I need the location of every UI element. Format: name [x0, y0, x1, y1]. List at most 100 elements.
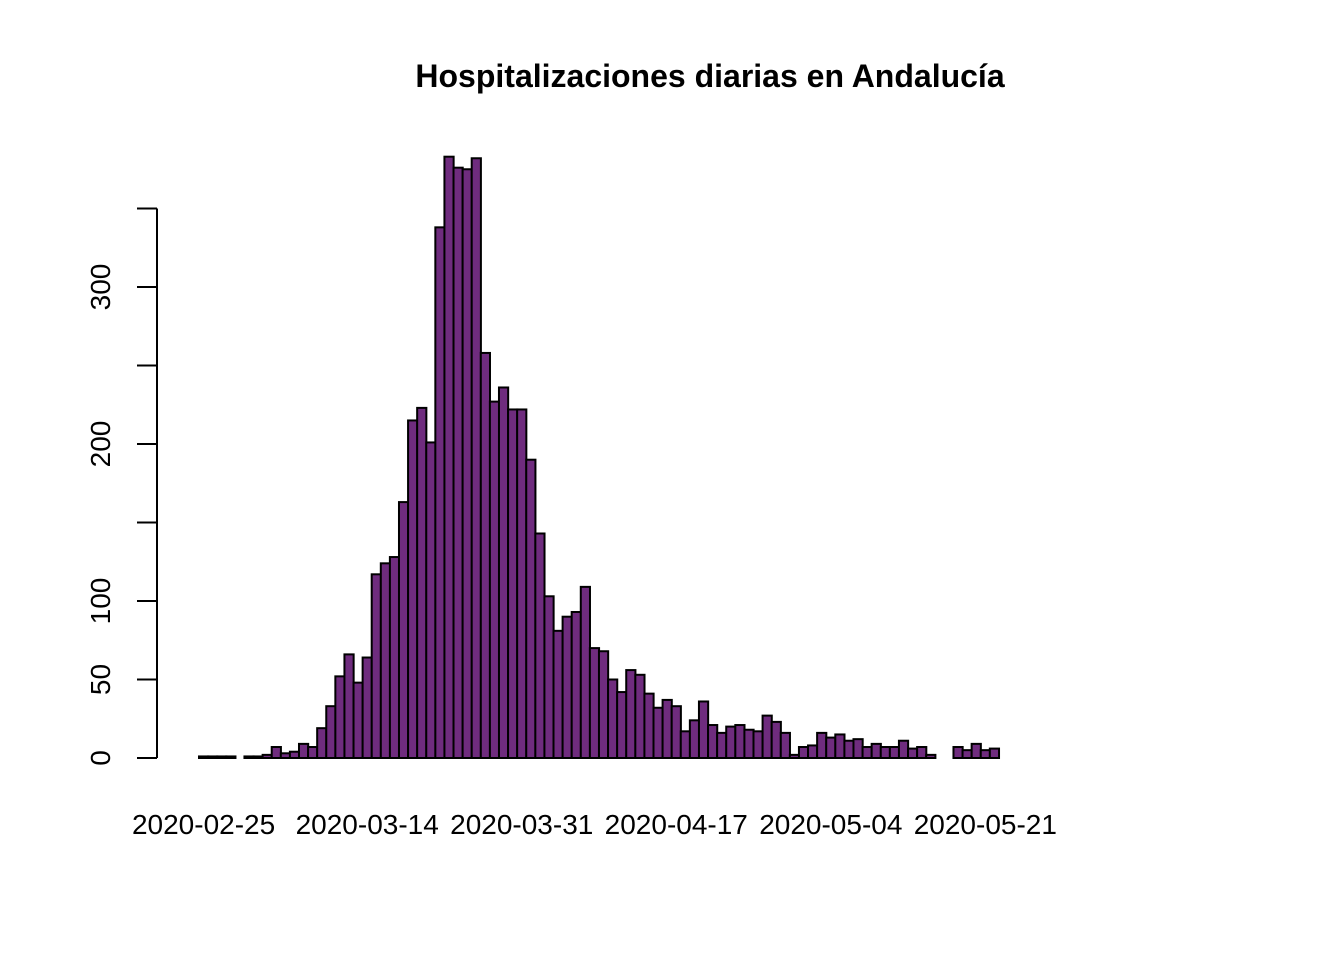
y-tick-label: 0 — [85, 750, 116, 766]
bar-2020-03-20 — [416, 406, 428, 759]
x-tick-label: 2020-03-31 — [450, 809, 593, 840]
bar-2020-02-28 — [225, 755, 237, 759]
bar-2020-04-12 — [625, 669, 637, 760]
bar-2020-04-10 — [607, 678, 619, 759]
bar-2020-05-14 — [916, 746, 928, 760]
bar-2020-03-30 — [507, 408, 519, 759]
bar-2020-02-27 — [216, 755, 228, 759]
bar-2020-04-17 — [670, 705, 682, 760]
bar-2020-05-07 — [852, 738, 864, 759]
bar-2020-04-05 — [561, 615, 573, 760]
bar-2020-04-13 — [634, 673, 646, 759]
bars-group — [198, 155, 1001, 760]
bar-2020-03-09 — [316, 727, 328, 759]
bar-2020-03-22 — [434, 226, 446, 759]
bar-2020-03-25 — [461, 168, 473, 759]
bar-2020-05-03 — [816, 731, 828, 760]
bar-2020-03-14 — [361, 656, 373, 760]
x-axis-labels: 2020-02-25 2020-03-14 2020-03-31 2020-04-17… — [132, 809, 1057, 840]
bar-2020-05-08 — [861, 746, 873, 760]
bar-2020-03-16 — [379, 562, 391, 759]
bar-2020-05-11 — [888, 746, 901, 760]
bar-2020-03-19 — [407, 419, 419, 759]
y-axis: 0 50 100 200 300 — [85, 207, 158, 766]
bar-2020-05-09 — [870, 742, 882, 759]
bar-2020-04-29 — [779, 731, 791, 760]
bar-2020-04-08 — [588, 647, 601, 759]
bar-2020-04-27 — [761, 714, 773, 759]
x-tick-label: 2020-03-14 — [296, 809, 439, 840]
bar-2020-04-02 — [534, 532, 546, 759]
bar-2020-03-21 — [425, 441, 437, 759]
bar-2020-03-23 — [443, 155, 455, 759]
bar-2020-05-20 — [970, 742, 982, 759]
bar-2020-03-18 — [397, 501, 410, 759]
bar-2020-05-02 — [807, 744, 819, 760]
bar-2020-03-12 — [343, 653, 355, 760]
bar-2020-04-30 — [788, 753, 801, 759]
bar-2020-04-09 — [597, 650, 610, 759]
bar-2020-04-11 — [616, 691, 628, 759]
bar-2020-04-25 — [743, 728, 755, 759]
bar-2020-04-26 — [752, 730, 764, 759]
bar-2020-03-29 — [497, 386, 510, 759]
bar-2020-05-01 — [797, 746, 810, 760]
bar-2020-04-06 — [570, 610, 582, 759]
bar-2020-03-06 — [288, 750, 301, 759]
bar-2020-04-15 — [652, 706, 664, 760]
bar-2020-03-28 — [488, 400, 501, 759]
bar-2020-04-24 — [734, 724, 746, 760]
bar-2020-03-13 — [352, 681, 364, 760]
bar-2020-04-16 — [661, 698, 673, 759]
bar-2020-03-01 — [243, 755, 255, 759]
bar-2020-04-01 — [525, 458, 537, 759]
bar-2020-05-04 — [825, 736, 837, 760]
bar-2020-03-15 — [370, 573, 382, 759]
bar-2020-05-10 — [879, 746, 891, 760]
bar-2020-04-21 — [707, 724, 719, 760]
bar-2020-03-11 — [334, 675, 346, 759]
bar-2020-05-19 — [961, 749, 973, 760]
y-tick-label: 100 — [85, 578, 116, 625]
x-tick-label: 2020-02-25 — [132, 809, 275, 840]
y-tick-label: 200 — [85, 421, 116, 468]
bar-2020-05-15 — [925, 753, 937, 759]
bar-2020-03-10 — [325, 705, 337, 760]
bar-2020-05-05 — [834, 733, 846, 760]
y-tick-label: 300 — [85, 264, 116, 311]
bar-2020-03-24 — [452, 166, 464, 759]
bar-2020-03-02 — [252, 755, 264, 759]
bar-2020-03-31 — [516, 408, 528, 759]
bar-2020-04-19 — [688, 719, 701, 760]
bar-2020-05-12 — [897, 739, 910, 759]
bar-2020-05-21 — [979, 749, 991, 760]
bar-2020-04-03 — [543, 595, 555, 759]
bar-2020-05-13 — [907, 747, 919, 760]
bar-2020-04-07 — [579, 585, 591, 759]
bar-2020-03-07 — [297, 742, 310, 759]
bar-2020-05-22 — [988, 747, 1001, 760]
bar-2020-05-18 — [952, 746, 964, 760]
bar-2020-04-28 — [770, 720, 782, 760]
bar-2020-03-08 — [307, 746, 319, 760]
bar-2020-03-27 — [479, 351, 491, 759]
bar-2020-03-03 — [261, 753, 273, 759]
chart-title: Hospitalizaciones diarias en Andalucía — [415, 58, 1005, 94]
bar-2020-04-14 — [643, 692, 655, 760]
bar-2020-02-26 — [207, 755, 219, 759]
bar-2020-04-04 — [552, 629, 564, 760]
y-tick-label: 50 — [85, 664, 116, 695]
bar-2020-04-23 — [725, 725, 737, 759]
bar-2020-04-22 — [716, 731, 728, 760]
bar-2020-05-06 — [843, 739, 855, 759]
bar-2020-03-17 — [388, 556, 401, 759]
bar-2020-02-25 — [198, 755, 210, 759]
bar-2020-04-18 — [679, 730, 691, 759]
bar-2020-03-05 — [279, 752, 292, 759]
bar-2020-04-20 — [697, 700, 710, 759]
x-tick-label: 2020-05-04 — [759, 809, 902, 840]
x-tick-label: 2020-04-17 — [605, 809, 748, 840]
bar-2020-03-26 — [470, 157, 482, 759]
bar-2020-03-04 — [270, 746, 282, 760]
